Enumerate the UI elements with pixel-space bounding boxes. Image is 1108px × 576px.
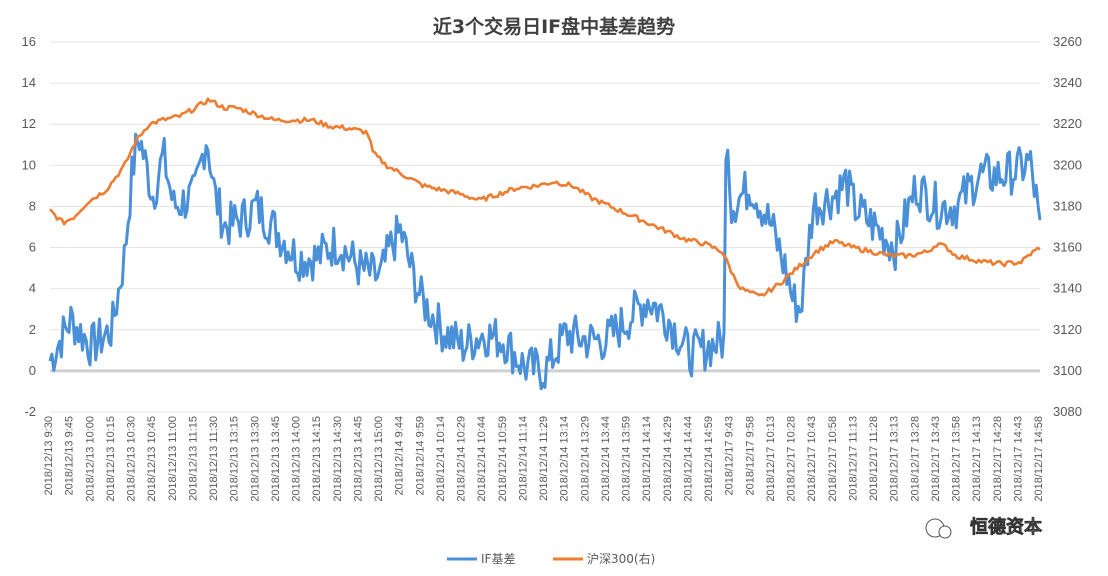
x-tick-label: 2018/12/14 10:14 (435, 416, 447, 502)
x-tick-label: 2018/12/13 9:30 (43, 416, 55, 496)
x-tick-label: 2018/12/13 14:15 (311, 416, 323, 502)
series-line-hs300 (49, 97, 1041, 297)
x-tick-label: 2018/12/17 13:13 (889, 416, 901, 502)
x-tick-label: 2018/12/17 9:58 (744, 416, 756, 496)
x-tick-label: 2018/12/17 13:43 (930, 416, 942, 502)
x-tick-label: 2018/12/17 13:58 (951, 416, 963, 502)
y-right-tick-label: 3240 (1053, 75, 1082, 90)
x-tick-label: 2018/12/14 13:14 (559, 416, 571, 502)
x-tick-label: 2018/12/14 13:29 (579, 416, 591, 502)
x-tick-label: 2018/12/13 11:30 (208, 416, 220, 501)
x-tick-label: 2018/12/14 14:29 (662, 416, 674, 502)
y-left-tick-label: 12 (22, 116, 36, 131)
y-right-tick-label: 3140 (1053, 281, 1082, 296)
y-right-tick-label: 3100 (1053, 363, 1082, 378)
x-tick-label: 2018/12/13 11:15 (187, 416, 199, 501)
x-tick-label: 2018/12/17 10:13 (765, 416, 777, 502)
x-tick-label: 2018/12/14 9:59 (414, 416, 426, 496)
y-left-tick-label: 14 (22, 75, 36, 90)
y-left-tick-label: -2 (24, 404, 36, 419)
x-tick-label: 2018/12/14 13:44 (600, 416, 612, 502)
y-right-tick-label: 3160 (1053, 240, 1082, 255)
chart-title: 近3个交易日IF盘中基差趋势 (433, 15, 675, 38)
x-tick-label: 2018/12/13 10:30 (126, 416, 138, 502)
x-tick-label: 2018/12/17 10:58 (827, 416, 839, 502)
x-tick-label: 2018/12/17 11:13 (847, 416, 859, 501)
x-tick-label: 2018/12/14 14:59 (703, 416, 715, 502)
y-right-tick-label: 3120 (1053, 322, 1082, 337)
legend-label: IF基差 (481, 552, 515, 566)
y-right-tick-label: 3200 (1053, 157, 1082, 172)
x-tick-label: 2018/12/13 10:15 (105, 416, 117, 502)
x-tick-label: 2018/12/13 13:30 (249, 416, 261, 502)
watermark: 恒德资本 (925, 516, 1042, 539)
x-tick-label: 2018/12/17 14:28 (992, 416, 1004, 502)
x-tick-label: 2018/12/17 10:43 (806, 416, 818, 502)
x-tick-label: 2018/12/14 10:44 (476, 416, 488, 502)
y-axis-left: -2 0 2 4 6 8 10 12 14 16 (22, 34, 36, 419)
x-tick-label: 2018/12/13 14:45 (352, 416, 364, 502)
x-tick-label: 2018/12/13 14:30 (332, 416, 344, 502)
x-tick-label: 2018/12/17 14:43 (1012, 416, 1024, 502)
y-left-tick-label: 8 (29, 198, 36, 213)
gridlines (50, 41, 1040, 413)
x-tick-label: 2018/12/13 11:00 (167, 416, 179, 501)
x-tick-label: 2018/12/14 14:14 (641, 416, 653, 502)
x-tick-label: 2018/12/13 10:45 (146, 416, 158, 502)
x-tick-label: 2018/12/13 13:15 (229, 416, 241, 502)
y-left-tick-label: 4 (29, 281, 36, 296)
y-right-tick-label: 3220 (1053, 116, 1082, 131)
y-left-tick-label: 10 (22, 157, 36, 172)
x-tick-label: 2018/12/13 14:00 (291, 416, 303, 502)
x-tick-label: 2018/12/13 9:45 (64, 416, 76, 496)
x-tick-label: 2018/12/13 15:00 (373, 416, 385, 502)
y-right-tick-label: 3260 (1053, 34, 1082, 49)
x-axis: 2018/12/13 9:30 2018/12/13 9:45 2018/12/13… (43, 416, 1045, 502)
y-right-tick-label: 3180 (1053, 198, 1082, 213)
x-tick-label: 2018/12/17 10:28 (786, 416, 798, 502)
y-right-tick-label: 3080 (1053, 404, 1082, 419)
x-tick-label: 2018/12/14 10:29 (456, 416, 468, 502)
x-tick-label: 2018/12/17 9:43 (724, 416, 736, 496)
y-left-tick-label: 6 (29, 240, 36, 255)
x-tick-label: 2018/12/17 13:28 (909, 416, 921, 502)
x-tick-label: 2018/12/14 11:14 (517, 416, 529, 501)
y-left-tick-label: 16 (22, 34, 36, 49)
x-tick-label: 2018/12/13 13:45 (270, 416, 282, 502)
series-line-if-basis (48, 132, 1042, 391)
x-tick-label: 2018/12/14 9:44 (394, 416, 406, 496)
watermark-text: 恒德资本 (970, 516, 1042, 538)
y-axis-right: 3080 3100 3120 3140 3160 3180 3200 3220 3240 3260 (1053, 34, 1082, 419)
series-layer (48, 97, 1042, 391)
x-tick-label: 2018/12/14 10:59 (497, 416, 509, 502)
legend-label: 沪深300(右) (587, 551, 655, 566)
wechat-icon-inner (938, 525, 952, 539)
y-left-tick-label: 0 (29, 363, 36, 378)
x-tick-label: 2018/12/14 11:29 (538, 416, 550, 501)
legend: IF基差 沪深300(右) (447, 551, 655, 566)
y-left-tick-label: 2 (29, 322, 36, 337)
x-tick-label: 2018/12/14 13:59 (621, 416, 633, 502)
x-tick-label: 2018/12/17 14:58 (1033, 416, 1045, 502)
x-tick-label: 2018/12/13 10:00 (84, 416, 96, 502)
x-tick-label: 2018/12/17 11:28 (868, 416, 880, 501)
x-tick-label: 2018/12/14 14:44 (682, 416, 694, 502)
x-tick-label: 2018/12/17 14:13 (971, 416, 983, 502)
